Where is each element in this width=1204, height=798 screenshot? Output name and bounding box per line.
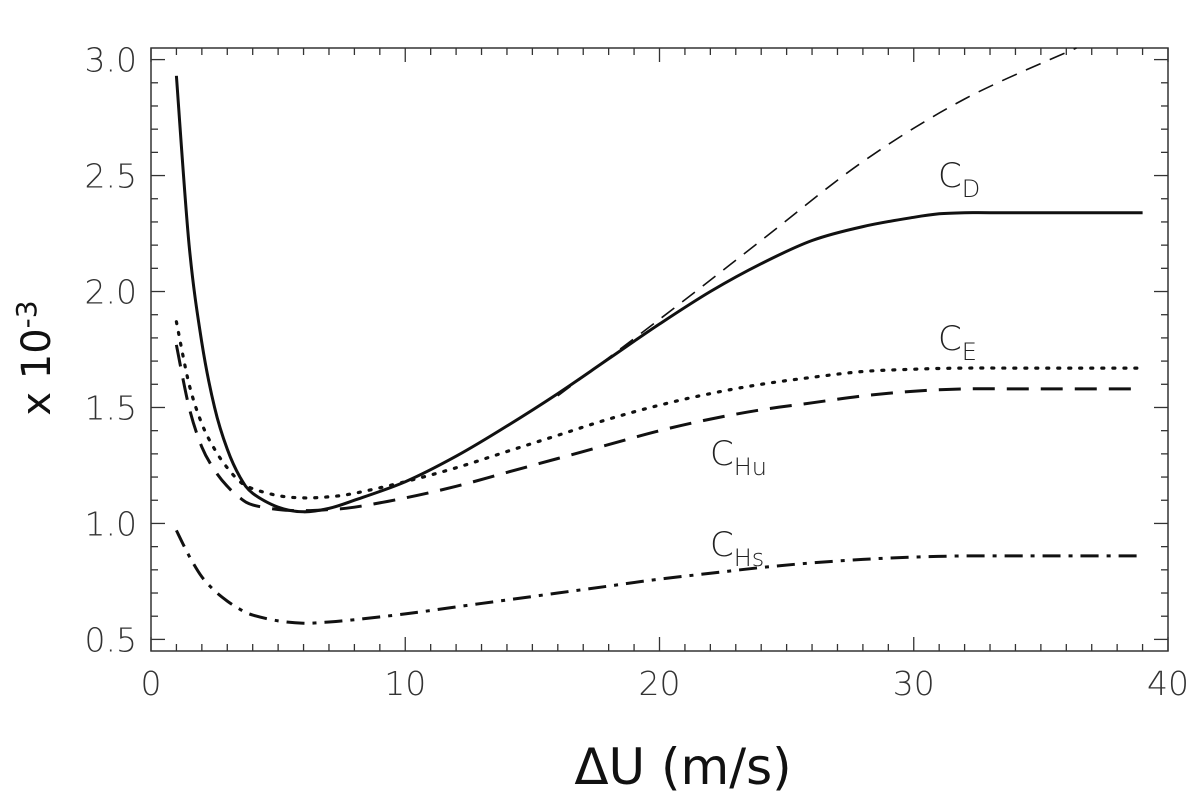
series-line-CHs: [175, 529, 1143, 625]
y-tick-label: 1.0: [85, 504, 137, 543]
y-tick-label: 2.0: [85, 273, 137, 312]
x-tick-label: 30: [893, 664, 935, 703]
series-line-CHu: [174, 344, 1143, 513]
y-axis-label: x 10-3: [10, 300, 60, 415]
x-tick-label: 20: [639, 664, 681, 703]
tick-labels: 0 10 20 30 40 0.5 1.0 1.5 2.0 2.5 3.0: [85, 41, 1189, 703]
series-labels: CD CE CHu CHs: [710, 156, 980, 572]
x-tick-label: 10: [384, 664, 426, 703]
series-line-reference-1: [557, 47, 1077, 397]
y-tick-label: 0.5: [85, 620, 137, 659]
y-tick-label: 3.0: [85, 41, 137, 80]
series-label-CE: CE: [938, 319, 977, 366]
axis-ticks: [150, 48, 1169, 651]
y-tick-label: 2.5: [85, 157, 137, 196]
series-label-CHs: CHs: [710, 525, 764, 572]
y-axis-label-exponent: -3: [10, 300, 43, 328]
series-line-CE: [174, 320, 1145, 500]
series-label-CD: CD: [938, 156, 980, 203]
plot-frame: [150, 47, 1169, 652]
x-tick-label: 0: [141, 664, 162, 703]
y-tick-label: 1.5: [85, 388, 137, 427]
series-label-CHu: CHu: [710, 434, 767, 481]
series-line-CD: [174, 75, 1143, 514]
y-axis-label-base: x 10: [14, 328, 60, 415]
x-axis-label: ΔU (m/s): [574, 738, 791, 796]
series-layer: [174, 47, 1145, 625]
x-tick-label: 40: [1147, 664, 1189, 703]
